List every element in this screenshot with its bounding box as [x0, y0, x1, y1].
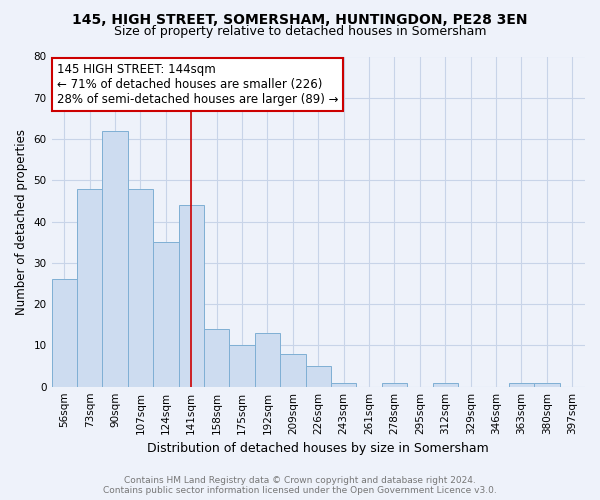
Bar [534, 382, 560, 386]
Bar [128, 188, 153, 386]
Text: 145, HIGH STREET, SOMERSHAM, HUNTINGDON, PE28 3EN: 145, HIGH STREET, SOMERSHAM, HUNTINGDON,… [72, 12, 528, 26]
Bar [179, 205, 204, 386]
Bar [204, 329, 229, 386]
Bar [509, 382, 534, 386]
Bar [382, 382, 407, 386]
Text: Contains HM Land Registry data © Crown copyright and database right 2024.
Contai: Contains HM Land Registry data © Crown c… [103, 476, 497, 495]
Y-axis label: Number of detached properties: Number of detached properties [15, 128, 28, 314]
Bar [255, 333, 280, 386]
Text: 145 HIGH STREET: 144sqm
← 71% of detached houses are smaller (226)
28% of semi-d: 145 HIGH STREET: 144sqm ← 71% of detache… [57, 63, 338, 106]
Bar [433, 382, 458, 386]
Bar [305, 366, 331, 386]
Bar [153, 242, 179, 386]
Text: Size of property relative to detached houses in Somersham: Size of property relative to detached ho… [114, 25, 486, 38]
Bar [331, 382, 356, 386]
X-axis label: Distribution of detached houses by size in Somersham: Distribution of detached houses by size … [148, 442, 489, 455]
Bar [280, 354, 305, 386]
Bar [77, 188, 103, 386]
Bar [229, 346, 255, 387]
Bar [52, 280, 77, 386]
Bar [103, 131, 128, 386]
